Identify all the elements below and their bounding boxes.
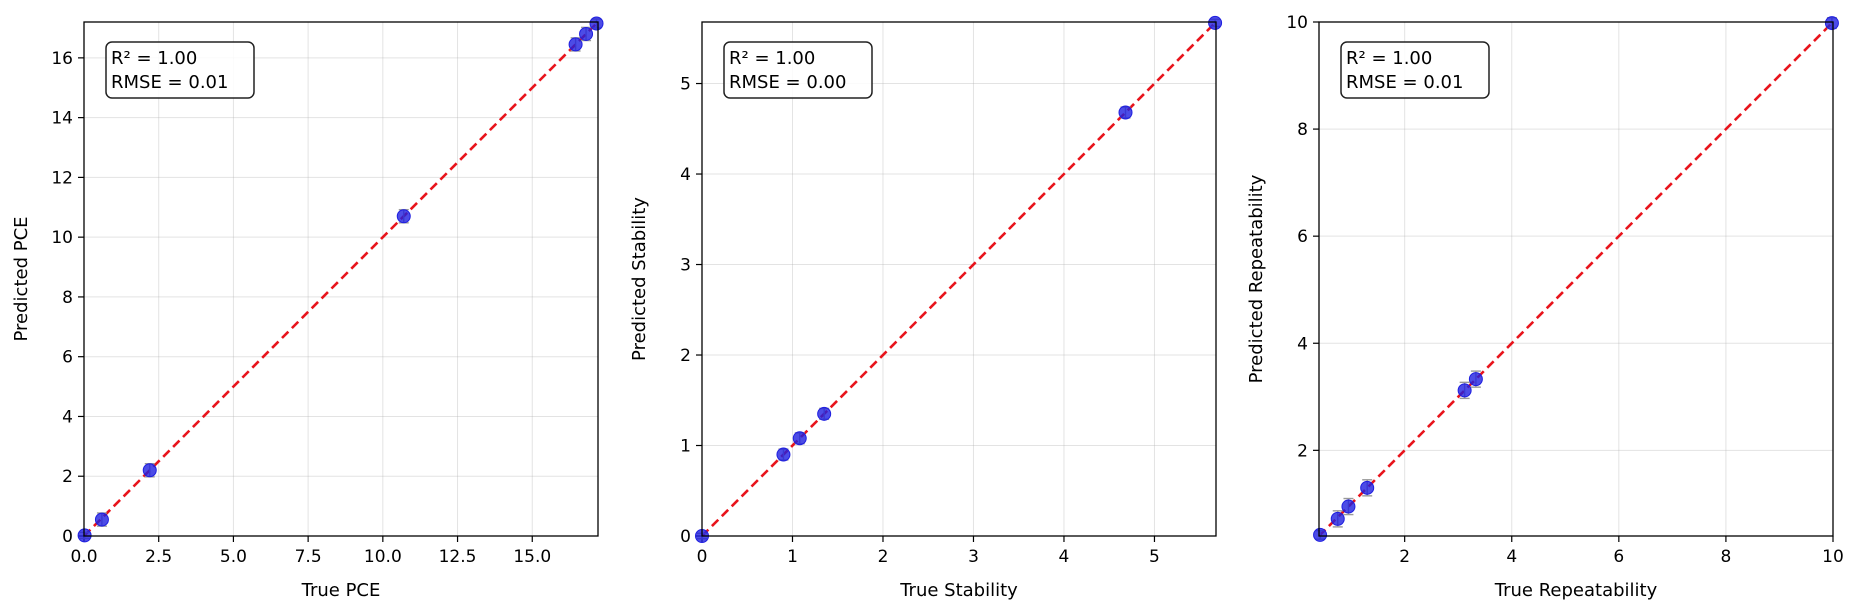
stats-box-border: [1340, 41, 1490, 99]
y-tick-label: 10: [1286, 13, 1308, 33]
x-tick-label: 4: [1506, 547, 1517, 567]
y-tick-label: 12: [51, 168, 73, 188]
stats-box: R² = 1.00 RMSE = 0.00: [723, 41, 873, 99]
data-point: [579, 26, 594, 41]
x-axis-label: True Stability: [899, 580, 1018, 601]
grid: [83, 22, 598, 537]
y-axis-label: Predicted Stability: [629, 197, 650, 361]
ticks: 2 4 6 8 10 2 4 6 8 10: [1286, 13, 1843, 567]
y-tick-label: 2: [62, 467, 73, 487]
x-tick-label: 10.0: [364, 547, 402, 567]
y-tick-label: 5: [680, 75, 691, 95]
rmse-text: RMSE = 0.01: [1346, 72, 1463, 93]
y-tick-label: 4: [680, 165, 691, 185]
x-tick-label: 5: [1149, 547, 1160, 567]
r2-text: R² = 1.00: [111, 48, 197, 69]
stats-box-border: [105, 41, 255, 99]
plot-frame: [1318, 21, 1834, 537]
stats-box: R² = 1.00 RMSE = 0.01: [1340, 41, 1490, 99]
panel-stability: 0 1 2 3 4 5 0 1 2 3 4 5 R² = 1.00 RMSE = 0.00 True …: [629, 15, 1223, 601]
y-tick-label: 2: [1297, 441, 1308, 461]
y-tick-label: 2: [680, 346, 691, 366]
y-tick-label: 8: [62, 288, 73, 308]
panel-pce: 0.0 2.5 5.0 7.5 10.0 12.5 15.0 0 2 4 6 8 10 12 14 16 R²…: [11, 16, 604, 601]
data-point: [1824, 16, 1839, 31]
y-tick-label: 14: [51, 109, 73, 129]
data-point: [792, 431, 807, 446]
plot-frame: [701, 21, 1217, 537]
data-point: [1360, 480, 1375, 495]
y-axis-label: Predicted Repeatability: [1246, 174, 1267, 383]
x-tick-label: 2: [1399, 547, 1410, 567]
x-tick-label: 12.5: [439, 547, 477, 567]
x-tick-label: 2.5: [145, 547, 172, 567]
data-points: [1313, 16, 1839, 542]
y-tick-label: 3: [680, 256, 691, 276]
x-tick-label: 6: [1613, 547, 1624, 567]
r2-text: R² = 1.00: [1346, 48, 1432, 69]
y-tick-label: 1: [680, 437, 691, 457]
y-tick-label: 0: [680, 527, 691, 547]
y-tick-label: 16: [51, 49, 73, 69]
data-point: [396, 209, 411, 224]
data-point: [817, 406, 832, 421]
y-axis-label: Predicted PCE: [11, 216, 32, 341]
stats-box-border: [723, 41, 873, 99]
panel-repeatability: 2 4 6 8 10 2 4 6 8 10 R² = 1.00 RMSE = 0.01 True …: [1246, 13, 1844, 601]
x-tick-label: 10: [1822, 547, 1844, 567]
x-tick-label: 7.5: [295, 547, 322, 567]
data-point: [589, 16, 604, 31]
data-point: [1118, 105, 1133, 120]
x-tick-label: 3: [968, 547, 979, 567]
x-tick-label: 0.0: [70, 547, 97, 567]
stats-box: R² = 1.00 RMSE = 0.01: [105, 41, 255, 99]
x-axis-label: True PCE: [301, 580, 381, 601]
data-point: [1208, 15, 1223, 30]
data-point: [1468, 372, 1483, 387]
data-point: [776, 447, 791, 462]
data-point: [94, 512, 109, 527]
data-point: [1341, 499, 1356, 514]
x-tick-label: 4: [1059, 547, 1070, 567]
x-tick-label: 5.0: [220, 547, 247, 567]
data-point: [142, 463, 157, 478]
data-point: [1457, 383, 1472, 398]
x-tick-label: 15.0: [513, 547, 551, 567]
reference-line: [83, 21, 599, 537]
data-point: [1330, 511, 1345, 526]
data-points: [77, 16, 604, 543]
y-tick-label: 0: [62, 527, 73, 547]
x-tick-label: 0: [697, 547, 708, 567]
rmse-text: RMSE = 0.01: [111, 72, 228, 93]
x-axis-label: True Repeatability: [1494, 580, 1658, 601]
plot-frame: [83, 21, 599, 537]
y-tick-label: 8: [1297, 120, 1308, 140]
x-tick-label: 8: [1721, 547, 1732, 567]
y-tick-label: 4: [1297, 334, 1308, 354]
data-point: [568, 37, 583, 52]
x-tick-label: 2: [878, 547, 889, 567]
ticks: 0.0 2.5 5.0 7.5 10.0 12.5 15.0 0 2 4 6 8 10 12 14 16: [51, 49, 551, 567]
reference-line: [1318, 21, 1834, 537]
rmse-text: RMSE = 0.00: [729, 72, 846, 93]
ticks: 0 1 2 3 4 5 0 1 2 3 4 5: [680, 75, 1160, 567]
x-tick-label: 1: [787, 547, 798, 567]
r2-text: R² = 1.00: [729, 48, 815, 69]
data-points: [695, 15, 1223, 543]
data-point: [1313, 527, 1328, 542]
y-tick-label: 10: [51, 228, 73, 248]
y-tick-label: 6: [62, 348, 73, 368]
y-tick-label: 4: [62, 407, 73, 427]
y-tick-label: 6: [1297, 227, 1308, 247]
